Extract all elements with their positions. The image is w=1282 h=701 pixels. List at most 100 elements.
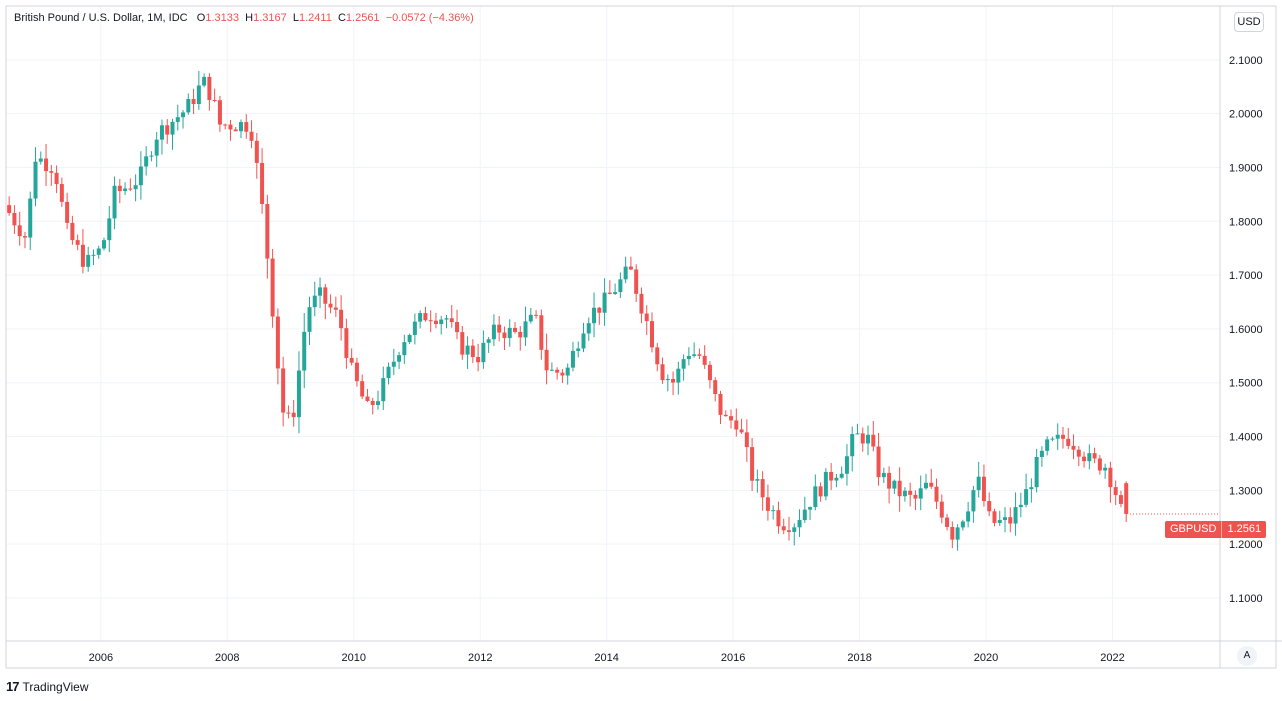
chart-frame	[5, 5, 1277, 669]
candle-body	[217, 100, 222, 125]
candle-body	[349, 357, 354, 363]
x-tick-label: 2008	[215, 652, 239, 664]
chart-grid	[6, 6, 1220, 641]
candle-body	[112, 185, 117, 219]
candle-body	[428, 320, 433, 322]
candle-body	[697, 354, 702, 356]
candle-body	[260, 162, 265, 205]
auto-scale-button[interactable]: A	[1237, 646, 1257, 666]
candle-body	[707, 364, 712, 381]
price-label-symbol: GBPUSD	[1165, 521, 1223, 538]
candle-body	[602, 292, 607, 313]
candle-body	[929, 482, 934, 487]
candle-body	[502, 332, 507, 339]
candle-body	[144, 156, 149, 167]
candle-body	[175, 117, 180, 122]
candle-body	[987, 501, 992, 512]
candle-body	[1071, 445, 1076, 450]
candle-body	[470, 345, 475, 358]
currency-button[interactable]: USD	[1234, 12, 1264, 32]
candle-body	[760, 479, 765, 498]
candle-body	[576, 348, 581, 351]
candle-body	[7, 205, 12, 213]
candle-body	[1076, 449, 1081, 457]
candle-body	[281, 368, 286, 413]
candle-body	[676, 368, 681, 383]
candle-body	[17, 225, 22, 237]
candle-body	[1092, 453, 1097, 459]
candle-body	[333, 307, 338, 310]
x-tick-label: 2012	[468, 652, 492, 664]
candle-body	[934, 486, 939, 502]
legend-high-value: 1.3167	[253, 12, 287, 24]
candle-body	[1029, 487, 1034, 490]
candle-body	[834, 477, 839, 481]
candle-body	[813, 486, 818, 508]
candle-body	[618, 279, 623, 293]
y-tick-label: 1.3000	[1229, 485, 1263, 497]
candle-body	[312, 295, 317, 308]
candle-body	[555, 369, 560, 373]
legend-low-value: 1.2411	[299, 12, 332, 24]
candle-body	[702, 355, 707, 365]
candle-body	[44, 158, 49, 172]
candle-body	[296, 370, 301, 418]
candle-body	[123, 188, 128, 192]
candle-body	[449, 318, 454, 323]
candle-body	[534, 314, 539, 316]
last-price-label: GBPUSD 1.2561	[1165, 521, 1267, 538]
candle-body	[802, 509, 807, 521]
candle-body	[634, 269, 639, 294]
candle-body	[12, 212, 17, 226]
candle-body	[455, 322, 460, 333]
candle-body	[570, 350, 575, 368]
candle-body	[945, 517, 950, 528]
candle-body	[70, 222, 75, 241]
candle-body	[196, 85, 201, 104]
candle-body	[971, 490, 976, 512]
candle-body	[233, 129, 238, 132]
candle-body	[644, 313, 649, 322]
candle-body	[360, 381, 365, 397]
candle-body	[423, 313, 428, 321]
candle-body	[918, 488, 923, 499]
candle-body	[444, 318, 449, 320]
candle-body	[734, 420, 739, 430]
candle-body	[481, 342, 486, 363]
candle-body	[370, 400, 375, 405]
y-tick-label: 1.2000	[1229, 539, 1263, 551]
candle-body	[460, 332, 465, 355]
tradingview-attribution[interactable]: 17 TradingView	[6, 679, 89, 694]
candle-body	[165, 125, 170, 135]
legend-change: −0.0572 (−4.36%)	[385, 12, 474, 24]
candle-body	[744, 432, 749, 448]
legend-close-label: C	[337, 12, 346, 24]
candle-body	[507, 327, 512, 339]
candle-body	[254, 140, 259, 163]
candle-body	[1039, 450, 1044, 457]
candle-body	[307, 307, 312, 332]
x-tick-label: 2020	[974, 652, 998, 664]
candle-body	[1066, 438, 1071, 446]
candle-body	[75, 240, 80, 245]
legend-low-label: L	[292, 12, 299, 24]
candle-body	[939, 501, 944, 518]
candle-body	[375, 401, 380, 405]
y-tick-label: 2.0000	[1229, 109, 1263, 121]
candle-body	[839, 473, 844, 478]
candle-body	[892, 480, 897, 489]
candle-body	[871, 434, 876, 447]
candle-body	[1008, 517, 1013, 524]
candle-body	[381, 378, 386, 402]
candle-body	[607, 292, 612, 294]
candle-body	[402, 342, 407, 356]
candle-body	[786, 530, 791, 532]
candle-body	[718, 393, 723, 415]
candle-body	[1045, 439, 1050, 451]
candle-body	[1124, 483, 1129, 514]
candle-body	[844, 456, 849, 474]
candle-body	[781, 526, 786, 531]
candle-body	[476, 357, 481, 363]
candle-body	[908, 490, 913, 495]
